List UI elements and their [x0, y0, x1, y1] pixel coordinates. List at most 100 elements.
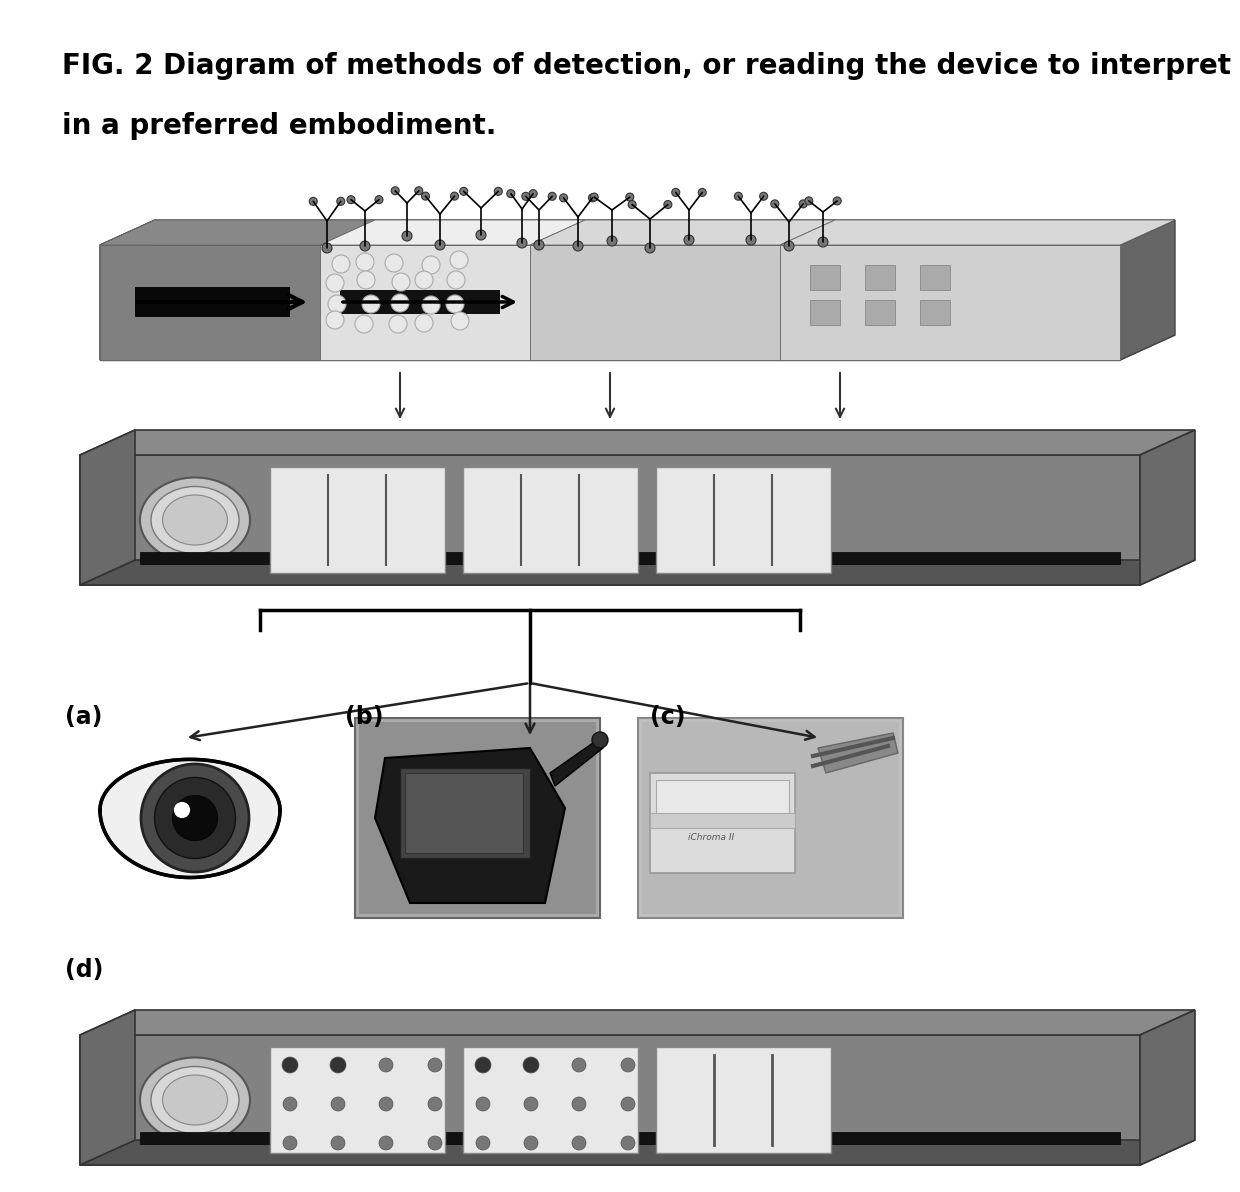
Circle shape [331, 1136, 345, 1150]
Circle shape [698, 188, 707, 197]
Circle shape [525, 1136, 538, 1150]
Circle shape [174, 802, 190, 818]
Circle shape [672, 188, 680, 197]
Polygon shape [81, 1140, 1195, 1165]
Circle shape [572, 1058, 587, 1072]
Circle shape [559, 194, 568, 201]
Circle shape [355, 315, 373, 333]
Text: iChroma II: iChroma II [688, 833, 734, 842]
Bar [135, 287, 290, 317]
Circle shape [771, 200, 779, 207]
Circle shape [645, 243, 655, 253]
Circle shape [451, 312, 469, 330]
Circle shape [608, 236, 618, 246]
Circle shape [326, 311, 343, 329]
Circle shape [525, 1097, 538, 1111]
Circle shape [415, 313, 433, 333]
Circle shape [475, 1057, 491, 1073]
Circle shape [495, 187, 502, 195]
Polygon shape [551, 738, 603, 786]
Circle shape [573, 241, 583, 252]
Circle shape [356, 253, 374, 271]
Circle shape [322, 243, 332, 253]
Circle shape [360, 241, 370, 252]
Circle shape [347, 195, 355, 204]
Ellipse shape [151, 1067, 239, 1134]
Polygon shape [81, 1035, 1140, 1165]
Polygon shape [81, 430, 1195, 455]
Circle shape [389, 315, 407, 333]
Ellipse shape [151, 486, 239, 553]
Circle shape [621, 1136, 635, 1150]
Ellipse shape [140, 478, 250, 563]
Circle shape [330, 1057, 346, 1073]
Polygon shape [100, 246, 320, 360]
Circle shape [590, 193, 598, 201]
Circle shape [572, 1097, 587, 1111]
Polygon shape [100, 246, 1120, 360]
Circle shape [460, 187, 467, 195]
Circle shape [476, 230, 486, 240]
Circle shape [517, 238, 527, 248]
Bar [650, 813, 795, 828]
Bar [355, 718, 600, 918]
Polygon shape [320, 221, 585, 246]
Circle shape [476, 1136, 490, 1150]
Polygon shape [780, 221, 1176, 246]
Bar [656, 467, 831, 573]
Circle shape [589, 194, 596, 201]
Bar [866, 265, 895, 290]
Polygon shape [100, 221, 1176, 246]
Circle shape [746, 235, 756, 246]
Circle shape [435, 240, 445, 250]
Circle shape [415, 187, 423, 194]
Circle shape [326, 274, 343, 292]
Bar [642, 722, 899, 914]
Ellipse shape [140, 1057, 250, 1142]
Bar [810, 300, 839, 325]
Text: FIG. 2 Diagram of methods of detection, or reading the device to interpret resul: FIG. 2 Diagram of methods of detection, … [62, 52, 1240, 80]
Bar [639, 718, 903, 918]
Circle shape [476, 1097, 490, 1111]
Polygon shape [81, 430, 135, 585]
Bar [866, 300, 895, 325]
Circle shape [799, 200, 807, 207]
Circle shape [833, 197, 841, 205]
Polygon shape [100, 221, 374, 246]
Circle shape [629, 200, 636, 209]
Circle shape [507, 190, 515, 198]
Circle shape [422, 192, 429, 200]
Text: (d): (d) [64, 958, 103, 982]
Circle shape [281, 1057, 298, 1073]
Circle shape [329, 294, 346, 313]
Bar [360, 722, 596, 914]
Polygon shape [529, 246, 780, 360]
Circle shape [446, 271, 465, 288]
Circle shape [141, 764, 249, 873]
Circle shape [428, 1058, 441, 1072]
Circle shape [621, 1058, 635, 1072]
Circle shape [663, 200, 672, 209]
Circle shape [529, 190, 537, 198]
Polygon shape [529, 221, 835, 246]
Circle shape [591, 732, 608, 749]
Circle shape [621, 1097, 635, 1111]
Polygon shape [780, 246, 1120, 360]
Circle shape [422, 256, 440, 274]
Circle shape [446, 294, 464, 313]
Text: (b): (b) [345, 704, 383, 730]
Bar [656, 780, 789, 825]
Circle shape [283, 1136, 298, 1150]
Circle shape [422, 296, 440, 313]
Circle shape [172, 795, 218, 840]
Polygon shape [81, 455, 1140, 585]
Polygon shape [81, 1010, 1195, 1035]
Polygon shape [81, 560, 1195, 585]
Circle shape [428, 1097, 441, 1111]
Circle shape [818, 237, 828, 247]
Circle shape [523, 1057, 539, 1073]
Bar [650, 772, 795, 873]
Polygon shape [818, 733, 898, 772]
Circle shape [450, 192, 459, 200]
Bar [270, 467, 445, 573]
